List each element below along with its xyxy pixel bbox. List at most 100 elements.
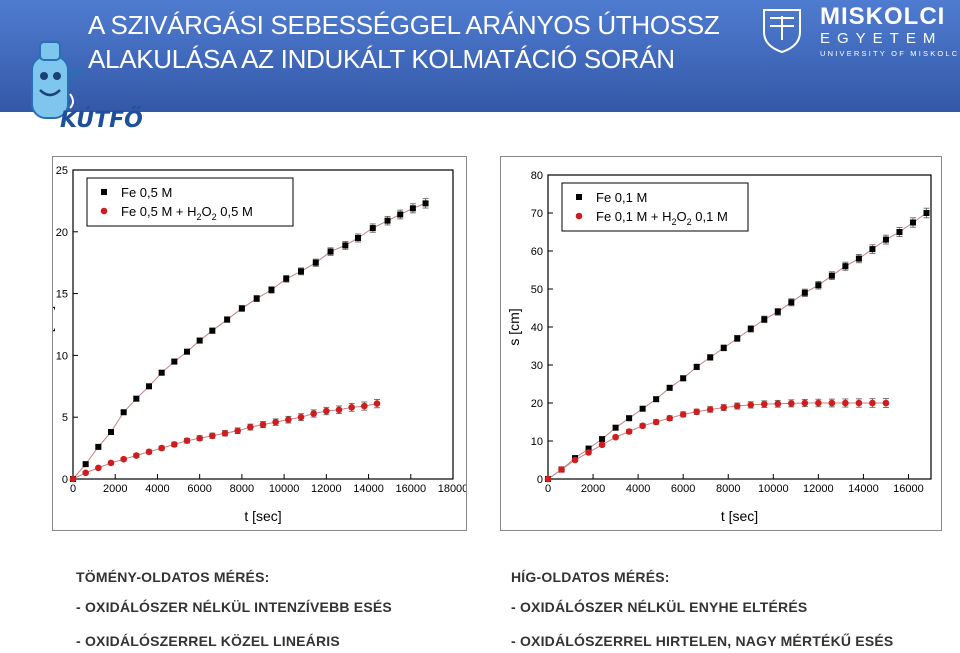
data-point bbox=[69, 475, 77, 483]
data-point bbox=[653, 396, 660, 403]
y-tick-label: 80 bbox=[531, 170, 543, 182]
kutfo-logo-text: KÚTFŐ bbox=[60, 108, 143, 133]
x-axis-label: t [sec] bbox=[721, 508, 758, 524]
data-point bbox=[720, 344, 727, 351]
x-tick-label: 14000 bbox=[353, 483, 384, 495]
data-point bbox=[298, 268, 304, 275]
data-point bbox=[909, 219, 916, 226]
fit-line bbox=[72, 202, 426, 480]
data-point bbox=[625, 428, 633, 435]
data-point bbox=[693, 408, 700, 416]
data-point bbox=[842, 263, 849, 270]
data-point bbox=[666, 414, 673, 422]
title-line-2: ALAKULÁSA AZ INDUKÁLT KOLMATÁCIÓ SORÁN bbox=[88, 44, 675, 74]
chart-concentrated: 0 2000 4000 6000 8000 10000 12000 14000 16000 180… bbox=[39, 165, 468, 524]
data-point bbox=[409, 205, 416, 212]
data-point bbox=[923, 210, 930, 216]
x-axis-label: t [sec] bbox=[244, 508, 281, 524]
data-point bbox=[720, 404, 728, 411]
data-point bbox=[747, 325, 754, 332]
data-point bbox=[221, 429, 229, 437]
data-point bbox=[734, 335, 741, 342]
data-point bbox=[882, 399, 890, 407]
data-point bbox=[598, 441, 606, 449]
data-point bbox=[544, 475, 552, 483]
data-point bbox=[297, 413, 305, 421]
legend-label: Fe 0,1 M bbox=[596, 190, 647, 205]
plot-frame bbox=[72, 169, 454, 480]
data-point bbox=[183, 437, 191, 444]
data-point bbox=[761, 316, 768, 323]
y-tick-label: 15 bbox=[56, 289, 68, 301]
data-point bbox=[747, 401, 755, 409]
data-point bbox=[107, 459, 115, 467]
data-point bbox=[171, 358, 178, 365]
data-point bbox=[774, 400, 782, 408]
data-point bbox=[558, 466, 565, 473]
data-point bbox=[652, 418, 660, 426]
data-point bbox=[571, 456, 579, 464]
x-tick-label: 4000 bbox=[626, 483, 650, 495]
y-tick-label: 20 bbox=[56, 227, 68, 239]
title-line-1: A SZIVÁRGÁSI SEBESSÉGGEL ARÁNYOS ÚTHOSSZ bbox=[88, 10, 720, 40]
legend-label: Fe 0,1 M + H2O2 0,1 M bbox=[596, 209, 728, 227]
data-point bbox=[133, 452, 140, 459]
x-tick-label: 8000 bbox=[716, 483, 740, 495]
data-point bbox=[639, 422, 646, 430]
data-point bbox=[95, 443, 102, 450]
data-point bbox=[120, 409, 127, 416]
y-axis-label: s [cm] bbox=[53, 306, 55, 343]
y-tick-label: 20 bbox=[531, 398, 543, 410]
data-point bbox=[801, 289, 808, 296]
university-logo: MISKOLCI EGYETEM UNIVERSITY OF MISKOLC bbox=[820, 4, 959, 60]
right-note-item-2: - OXIDÁLÓSZERREL HIRTELEN, NAGY MÉRTÉKŰ … bbox=[511, 633, 894, 649]
data-point bbox=[680, 375, 687, 382]
legend-box bbox=[86, 177, 294, 227]
data-point bbox=[327, 248, 334, 255]
data-point bbox=[145, 448, 153, 456]
data-point bbox=[882, 236, 889, 243]
data-point bbox=[706, 406, 714, 413]
legend-label: Fe 0,5 M + H2O2 0,5 M bbox=[121, 204, 253, 222]
data-point bbox=[828, 272, 835, 279]
x-tick-label: 4000 bbox=[145, 483, 169, 495]
y-tick-label: 30 bbox=[531, 360, 543, 372]
data-point bbox=[384, 217, 391, 224]
mascot-logo-icon bbox=[31, 41, 84, 119]
data-point bbox=[869, 246, 876, 253]
data-point bbox=[828, 399, 836, 407]
x-tick-label: 14000 bbox=[848, 483, 879, 495]
university-name-line-1: MISKOLCI bbox=[820, 3, 946, 30]
right-note-item-1: - OXIDÁLÓSZER NÉLKÜL ENYHE ELTÉRÉS bbox=[511, 599, 808, 615]
data-point bbox=[82, 469, 89, 477]
x-tick-label: 2000 bbox=[581, 483, 605, 495]
x-tick-label: 16000 bbox=[395, 483, 426, 495]
data-point bbox=[95, 464, 102, 472]
legend-marker bbox=[575, 212, 583, 220]
y-axis-label: s [cm] bbox=[506, 308, 522, 345]
data-point bbox=[283, 275, 290, 282]
x-tick-label: 6000 bbox=[671, 483, 695, 495]
data-point bbox=[855, 255, 862, 262]
legend-marker bbox=[101, 189, 107, 195]
data-point bbox=[422, 200, 429, 207]
data-point bbox=[733, 402, 741, 410]
data-point bbox=[158, 369, 165, 376]
legend-box bbox=[561, 182, 749, 232]
data-point bbox=[896, 229, 903, 235]
data-point bbox=[639, 405, 646, 412]
data-point bbox=[707, 354, 714, 361]
data-point bbox=[801, 399, 809, 407]
x-tick-label: 2000 bbox=[103, 483, 127, 495]
data-point bbox=[626, 415, 633, 422]
data-point bbox=[612, 433, 619, 441]
data-point bbox=[82, 461, 89, 468]
y-tick-label: 70 bbox=[531, 208, 543, 220]
data-point bbox=[397, 211, 404, 218]
data-point bbox=[774, 308, 781, 315]
data-point bbox=[373, 400, 381, 407]
x-tick-label: 0 bbox=[545, 483, 551, 495]
chart-panel-concentrated: 0 2000 4000 6000 8000 10000 12000 14000 16000 180… bbox=[39, 156, 468, 531]
y-tick-label: 40 bbox=[531, 322, 543, 334]
x-tick-label: 0 bbox=[70, 483, 76, 495]
